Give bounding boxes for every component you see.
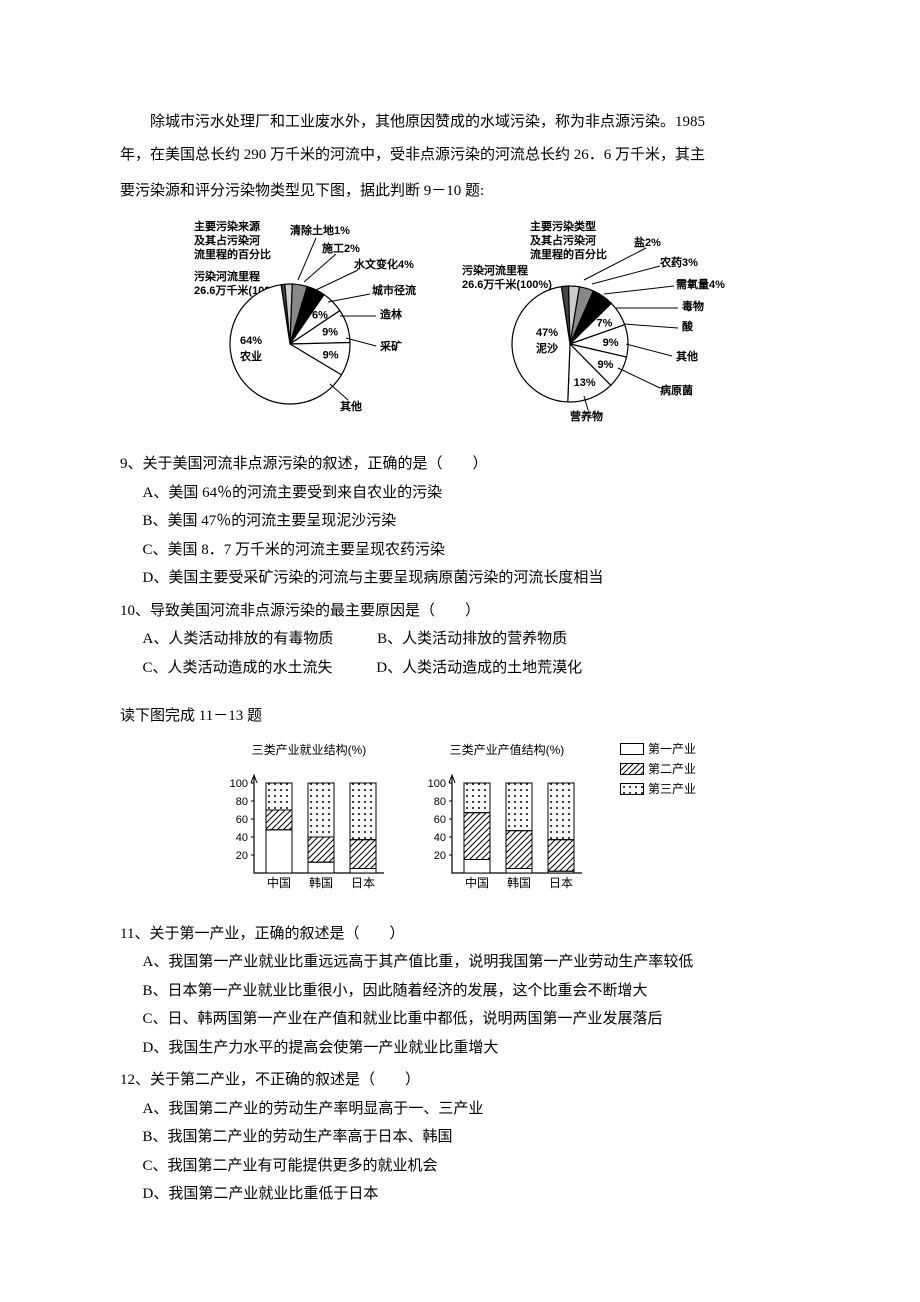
- legend-box-secondary: [620, 763, 644, 775]
- legend-item-tertiary: 第三产业: [620, 779, 696, 799]
- q11-option-d: D、我国生产力水平的提高会使第一产业就业比重增大: [143, 1034, 801, 1063]
- bar-charts-row: 三类产业就业结构(%) 20 40 60 80 100 中国 韩国 日本 三类产业产值结构(%…: [120, 739, 800, 904]
- pie-charts-row: 主要污染来源 及其占污染河 流里程的百分比 清除土地1% 污染河流里程 26.6…: [120, 216, 800, 437]
- pie2-header-l1: 主要污染类型: [530, 219, 596, 233]
- svg-text:40: 40: [236, 832, 248, 844]
- q10-stem: 10、导致美国河流非点源污染的最主要原因是（ ）: [120, 597, 800, 626]
- intro-paragraph-line3: 要污染源和评分污染物类型见下图，据此判断 9－10 题:: [120, 177, 800, 206]
- q10-option-d: D、人类活动造成的土地荒漠化: [376, 654, 582, 683]
- pie2-label-toxic: 毒物: [682, 299, 704, 313]
- svg-text:日本: 日本: [351, 876, 375, 890]
- svg-text:80: 80: [236, 796, 248, 808]
- q9-option-d: D、美国主要受采矿污染的河流与主要呈现病原菌污染的河流长度相当: [143, 564, 801, 593]
- question-12: 12、关于第二产业，不正确的叙述是（ ） A、我国第二产业的劳动生产率明显高于一…: [120, 1066, 800, 1209]
- bar-chart-legend: 第一产业 第二产业 第三产业: [620, 739, 696, 800]
- intro-paragraph-line1: 除城市污水处理厂和工业废水外，其他原因赞成的水域污染，称为非点源污染。1985: [120, 108, 800, 137]
- question-10: 10、导致美国河流非点源污染的最主要原因是（ ） A、人类活动排放的有毒物质 B…: [120, 597, 800, 683]
- pie2-sub-l2: 26.6万千米(100%): [462, 277, 552, 291]
- svg-text:韩国: 韩国: [507, 875, 531, 890]
- svg-text:60: 60: [434, 814, 446, 826]
- bar-chart-employment-title: 三类产业就业结构(%): [224, 739, 394, 762]
- q9-option-a: A、美国 64％的河流主要受到来自农业的污染: [143, 479, 801, 508]
- pie2-header-l2: 及其占污染河: [530, 233, 596, 247]
- pie2-label-other: 其他: [676, 349, 698, 363]
- pie1-label-clearland: 清除土地1%: [290, 223, 350, 237]
- legend-label-primary: 第一产业: [648, 739, 696, 759]
- svg-text:60: 60: [236, 814, 248, 826]
- pie1-header-l1: 主要污染来源: [194, 219, 260, 233]
- q11-option-a: A、我国第一产业就业比重远远高于其产值比重，说明我国第一产业劳动生产率较低: [143, 948, 801, 977]
- q12-option-b: B、我国第二产业的劳动生产率高于日本、韩国: [143, 1123, 801, 1152]
- pie-chart-pollution-types: 主要污染类型 及其占污染河 流里程的百分比 盐2% 污染河流里程 26.6万千米…: [460, 216, 730, 437]
- q9-option-c: C、美国 8．7 万千米的河流主要呈现农药污染: [143, 536, 801, 565]
- pie1-label-hydro: 水文变化4%: [354, 257, 414, 271]
- pie1-label-forestry: 造林: [380, 307, 402, 321]
- svg-text:80: 80: [434, 796, 446, 808]
- intro-paragraph-line2: 年，在美国总长约 290 万千米的河流中，受非点源污染的河流总长约 26．6 万…: [120, 141, 800, 170]
- svg-text:20: 20: [434, 850, 446, 862]
- pie2-header-l3: 流里程的百分比: [530, 247, 607, 261]
- svg-text:9%: 9%: [322, 326, 338, 338]
- svg-text:7%: 7%: [596, 317, 612, 329]
- legend-item-secondary: 第二产业: [620, 759, 696, 779]
- pie2-label-pathogen: 病原菌: [660, 383, 693, 397]
- q11-option-b: B、日本第一产业就业比重很小，因此随着经济的发展，这个比重会不断增大: [143, 977, 801, 1006]
- pie2-pct-silt: 47%: [536, 327, 558, 339]
- pie1-label-agriculture: 农业: [239, 349, 262, 363]
- q12-option-a: A、我国第二产业的劳动生产率明显高于一、三产业: [143, 1095, 801, 1124]
- q12-stem: 12、关于第二产业，不正确的叙述是（ ）: [120, 1066, 800, 1095]
- question-9: 9、关于美国河流非点源污染的叙述，正确的是（ ） A、美国 64％的河流主要受到…: [120, 450, 800, 593]
- pie2-sub-l1: 污染河流里程: [462, 263, 528, 277]
- svg-text:20: 20: [236, 850, 248, 862]
- svg-text:9%: 9%: [323, 349, 339, 361]
- svg-text:日本: 日本: [549, 876, 573, 890]
- legend-label-tertiary: 第三产业: [648, 779, 696, 799]
- q10-option-c: C、人类活动造成的水土流失: [143, 654, 333, 683]
- pie2-label-salt: 盐2%: [634, 235, 661, 249]
- pie1-header-l2: 及其占污染河: [194, 233, 260, 247]
- q12-option-c: C、我国第二产业有可能提供更多的就业机会: [143, 1152, 801, 1181]
- q10-option-a: A、人类活动排放的有毒物质: [143, 625, 334, 654]
- legend-label-secondary: 第二产业: [648, 759, 696, 779]
- q9-stem: 9、关于美国河流非点源污染的叙述，正确的是（ ）: [120, 450, 800, 479]
- pie1-pct-agriculture: 64%: [240, 335, 262, 347]
- q12-option-d: D、我国第二产业就业比重低于日本: [143, 1180, 801, 1209]
- pie1-label-mining: 采矿: [379, 339, 402, 353]
- svg-text:40: 40: [434, 832, 446, 844]
- svg-text:中国: 中国: [267, 875, 291, 890]
- q9-option-b: B、美国 47％的河流主要呈现泥沙污染: [143, 507, 801, 536]
- bar-chart-output-title: 三类产业产值结构(%): [422, 739, 592, 762]
- pie2-label-acid: 酸: [682, 319, 694, 333]
- bar-chart-employment: 三类产业就业结构(%) 20 40 60 80 100 中国 韩国 日本: [224, 739, 394, 904]
- pie2-label-silt: 泥沙: [536, 342, 558, 355]
- svg-text:100: 100: [428, 778, 446, 790]
- bar-chart-output: 三类产业产值结构(%) 20 40 60 80 100 中国 韩国 日本: [422, 739, 592, 904]
- svg-text:9%: 9%: [597, 358, 613, 370]
- pie1-label-construction: 施工2%: [322, 241, 360, 255]
- svg-text:中国: 中国: [465, 875, 489, 890]
- legend-box-tertiary: [620, 783, 644, 795]
- pie2-label-pesticide: 农药3%: [659, 255, 698, 269]
- section-intro-11-13: 读下图完成 11－13 题: [120, 702, 800, 731]
- q11-option-c: C、日、韩两国第一产业在产值和就业比重中都低，说明两国第一产业发展落后: [143, 1005, 801, 1034]
- pie1-header-l3: 流里程的百分比: [194, 247, 271, 261]
- pie-chart-pollution-sources: 主要污染来源 及其占污染河 流里程的百分比 清除土地1% 污染河流里程 26.6…: [190, 216, 440, 437]
- legend-box-primary: [620, 743, 644, 755]
- legend-item-primary: 第一产业: [620, 739, 696, 759]
- pie1-label-urbanrunoff: 城市径流: [372, 283, 416, 297]
- pie1-sub-l1: 污染河流里程: [194, 269, 260, 283]
- svg-text:13%: 13%: [574, 376, 596, 388]
- question-11: 11、关于第一产业，正确的叙述是（ ） A、我国第一产业就业比重远远高于其产值比…: [120, 920, 800, 1063]
- q10-option-b: B、人类活动排放的营养物质: [377, 625, 567, 654]
- pie1-label-other: 其他: [340, 399, 362, 413]
- svg-text:9%: 9%: [603, 336, 619, 348]
- svg-text:韩国: 韩国: [309, 875, 333, 890]
- pie2-label-nutrient: 营养物: [570, 409, 603, 423]
- q11-stem: 11、关于第一产业，正确的叙述是（ ）: [120, 920, 800, 949]
- svg-text:100: 100: [230, 778, 248, 790]
- pie2-label-bod: 需氧量4%: [676, 277, 725, 291]
